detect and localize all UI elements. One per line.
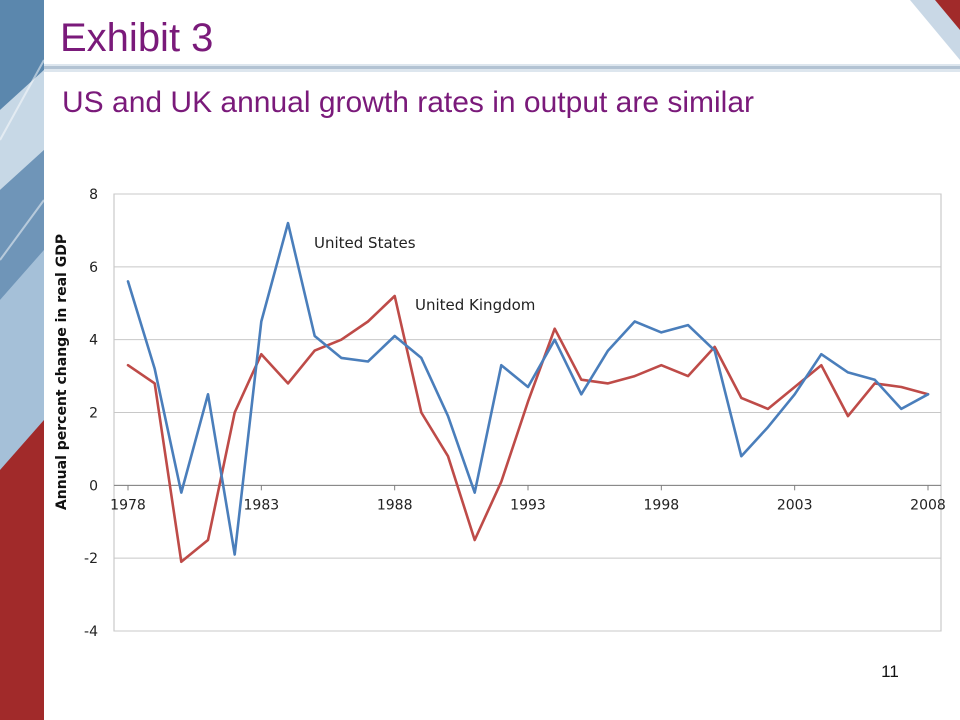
slide-title: Exhibit 3 xyxy=(60,16,214,60)
tick-labels: -4 -2 0 2 4 6 8 1978 1983 1988 1993 1998 2003 2008 xyxy=(84,187,946,640)
slide-subtitle: US and UK annual growth rates in output … xyxy=(62,86,755,119)
chart-canvas: -4 -2 0 2 4 6 8 1978 1983 1988 1993 1998 2003 2008 An… xyxy=(54,187,946,640)
x-tick-label: 2003 xyxy=(777,497,813,513)
series-line-united-kingdom xyxy=(126,294,930,564)
y-tick-label: 8 xyxy=(89,187,98,203)
page-number: 11 xyxy=(881,662,899,681)
corner-graphic xyxy=(910,0,960,60)
y-tick-label: 2 xyxy=(89,406,98,422)
y-tick-label: 6 xyxy=(89,260,98,276)
series-line-united-states xyxy=(126,221,930,556)
y-tick-label: -2 xyxy=(84,551,98,567)
grid-lines xyxy=(113,193,942,632)
series-label-united-kingdom: United Kingdom xyxy=(415,296,535,314)
x-tick-label: 1993 xyxy=(510,497,546,513)
series-label-united-states: United States xyxy=(314,234,416,252)
gdp-growth-chart: -4 -2 0 2 4 6 8 1978 1983 1988 1993 1998 2003 2008 An… xyxy=(48,178,948,656)
x-tick-label: 2008 xyxy=(910,497,946,513)
x-tick-label: 1983 xyxy=(244,497,280,513)
y-tick-label: 0 xyxy=(89,478,98,494)
y-tick-label: 4 xyxy=(89,333,98,349)
header-divider-band xyxy=(44,64,960,72)
decorative-corner-graphic xyxy=(880,0,960,80)
y-axis-title: Annual percent change in real GDP xyxy=(54,234,70,510)
y-tick-label: -4 xyxy=(84,624,98,640)
header-divider-line xyxy=(44,66,960,69)
decorative-side-strip xyxy=(0,0,44,720)
side-strip-graphic xyxy=(0,0,44,720)
x-tick-label: 1988 xyxy=(377,497,413,513)
x-tick-label: 1978 xyxy=(110,497,146,513)
x-tick-label: 1998 xyxy=(644,497,680,513)
series-lines xyxy=(126,221,930,564)
